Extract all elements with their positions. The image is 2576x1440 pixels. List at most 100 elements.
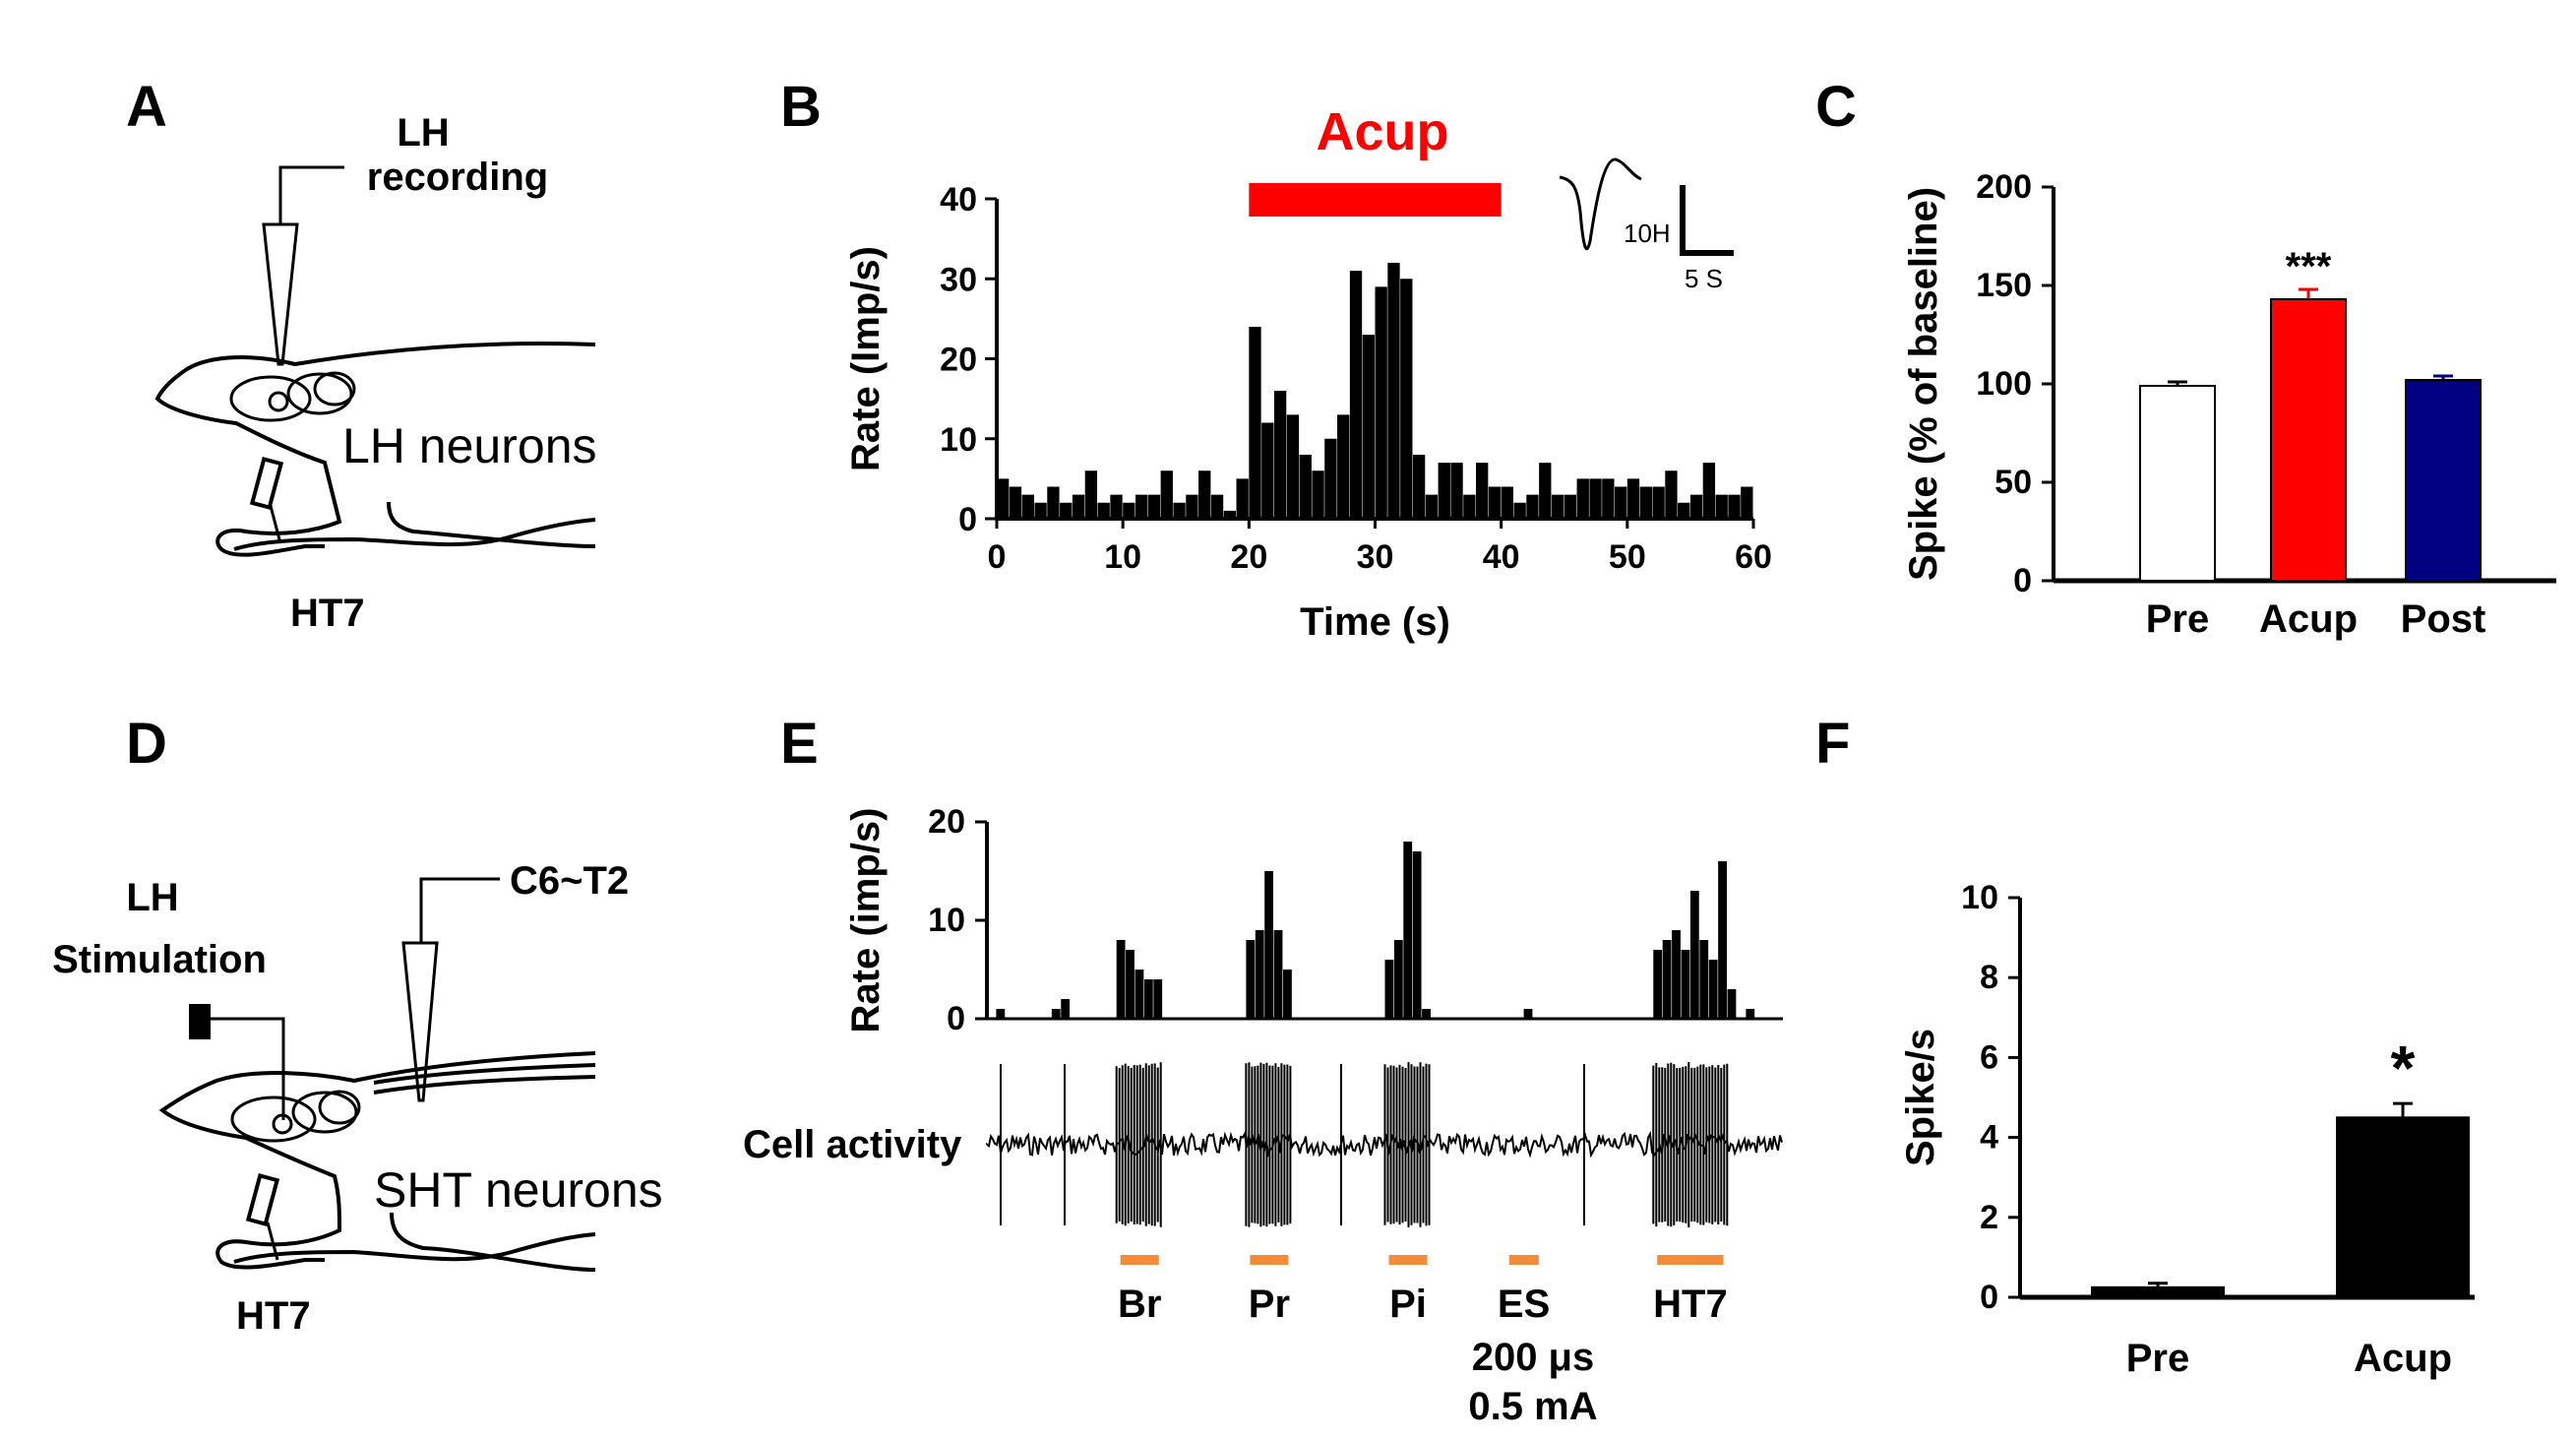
histogram-bar [1261, 422, 1274, 519]
y-tick-label: 30 [940, 261, 977, 298]
histogram-bar [1283, 970, 1292, 1019]
histogram-b: 0 10 20 30 40 0 10 20 30 40 50 60 Time (s) Rate (Imp/… [844, 181, 1772, 644]
y-tick-label: 0 [947, 1000, 965, 1037]
histogram-bar [1652, 486, 1665, 519]
histogram-bar [1501, 486, 1513, 519]
histogram-e: 0 10 20 Rate (imp/s) [844, 803, 1783, 1037]
acup-stimulus-label: Acup [1317, 102, 1449, 161]
ht7-label-d: HT7 [236, 1294, 311, 1338]
y-tick-label: 4 [1980, 1119, 1998, 1157]
scale-bar-y-label: 10H [1624, 219, 1671, 248]
stimulus-marker-pr [1250, 1255, 1289, 1265]
cell-activity-trace [986, 1062, 1783, 1227]
y-tick-label: 8 [1980, 959, 1998, 996]
lh-recording-label-line1: LH [397, 111, 449, 155]
histogram-bar [1551, 494, 1564, 519]
histogram-bar [1412, 851, 1422, 1019]
histogram-bar [1286, 414, 1300, 519]
histogram-bar [1741, 486, 1753, 519]
histogram-bar [1246, 940, 1256, 1019]
panel-letter-e: E [780, 712, 819, 776]
histogram-bar [1702, 463, 1716, 519]
histogram-bar [1273, 391, 1287, 519]
histogram-bar [1047, 486, 1060, 519]
histogram-bar [1681, 950, 1690, 1019]
stimulus-marker-pi [1388, 1255, 1428, 1265]
histogram-bar [1476, 463, 1489, 519]
histogram-bar [997, 478, 1010, 519]
histogram-bar [1236, 478, 1249, 519]
histogram-bar [1084, 470, 1098, 519]
y-tick-label: 10 [928, 902, 965, 939]
histogram-bar [1576, 478, 1589, 519]
histogram-bar [1249, 327, 1261, 519]
bar-acup [2270, 298, 2347, 582]
rat-outline-a-icon [154, 342, 596, 557]
histogram-bar [1450, 463, 1463, 519]
y-tick-label: 200 [1976, 168, 2032, 206]
y-axis-title: Rate (Imp/s) [844, 246, 888, 471]
y-axis-title: Spike/s [1899, 1029, 1942, 1166]
lh-recording-label-line2: recording [367, 156, 548, 199]
bar-acup [2336, 1116, 2470, 1299]
histogram-bar [1564, 494, 1577, 519]
histogram-bar [1403, 842, 1413, 1019]
stimulus-marker-br [1120, 1255, 1159, 1265]
scale-bar-x-label: 5 S [1685, 264, 1723, 293]
histogram-bar [1662, 940, 1672, 1019]
histogram-bar [1375, 286, 1387, 519]
histogram-bar [1728, 494, 1741, 519]
histogram-bar [1143, 979, 1153, 1019]
histogram-bar [1060, 502, 1073, 519]
panel-letter-a: A [126, 75, 167, 139]
histogram-bar [1135, 970, 1144, 1019]
scale-bar-icon [1680, 185, 1734, 256]
histogram-bar [1116, 940, 1126, 1019]
panel-f: F 0 2 4 6 8 10 Pre Acup * Spike/s [1815, 712, 2475, 1380]
stimulus-label-pi: Pi [1389, 1283, 1427, 1326]
panel-e: E 0 10 20 Rate (imp/s) Cell activity Br Pr Pi… [743, 712, 1783, 1428]
panel-letter-d: D [126, 712, 167, 776]
histogram-bar [1387, 263, 1400, 519]
stimulus-markers-e: Br Pr Pi ES HT7 [1118, 1255, 1728, 1326]
lh-neurons-label: LH neurons [342, 418, 597, 473]
histogram-bar [1264, 871, 1274, 1019]
y-tick-label: 0 [1980, 1279, 1998, 1316]
histogram-bar [1135, 494, 1148, 519]
histogram-bar [1746, 1009, 1755, 1019]
histogram-bar [1513, 502, 1526, 519]
histogram-bar [1126, 950, 1135, 1019]
histogram-bar [1009, 486, 1022, 519]
bar-pre [2139, 385, 2216, 582]
cell-activity-label: Cell activity [743, 1123, 962, 1166]
histogram-bar [1384, 960, 1394, 1019]
histogram-bar [1639, 486, 1652, 519]
y-axis-title: Rate (imp/s) [844, 808, 888, 1033]
category-label: Post [2401, 597, 2486, 641]
bar-post [2405, 379, 2482, 582]
histogram-bar [1699, 940, 1709, 1019]
histogram-bar [1153, 979, 1163, 1019]
histogram-bar [1539, 463, 1552, 519]
bar-chart-f: 0 2 4 6 8 10 Pre Acup * Spike/s [1899, 879, 2475, 1380]
histogram-bar [1110, 494, 1123, 519]
histogram-bar [1463, 494, 1476, 519]
histogram-bar [1051, 1009, 1061, 1019]
category-label: Pre [2126, 1337, 2190, 1380]
histogram-bar [1123, 502, 1135, 519]
y-tick-label: 40 [940, 181, 977, 219]
y-axis-title: Spike (% of baseline) [1902, 187, 1945, 581]
recording-electrode-icon [262, 165, 344, 366]
panel-c: C 0 50 100 150 200 Pre Acup *** Post Spike (% of … [1815, 75, 2556, 641]
histogram-bar [1324, 438, 1337, 519]
trace-baseline [986, 1130, 1783, 1158]
x-tick-label: 20 [1230, 538, 1267, 576]
histogram-bar [1523, 1009, 1533, 1019]
panel-d: D LH Stimulation C6~T2 SHT neurons [52, 712, 663, 1338]
panel-letter-b: B [780, 75, 822, 139]
histogram-bar [1422, 1009, 1431, 1019]
y-tick-label: 6 [1980, 1038, 1998, 1076]
histogram-bar [1400, 279, 1413, 519]
histogram-bar [1312, 470, 1324, 519]
category-label: Pre [2146, 597, 2210, 641]
